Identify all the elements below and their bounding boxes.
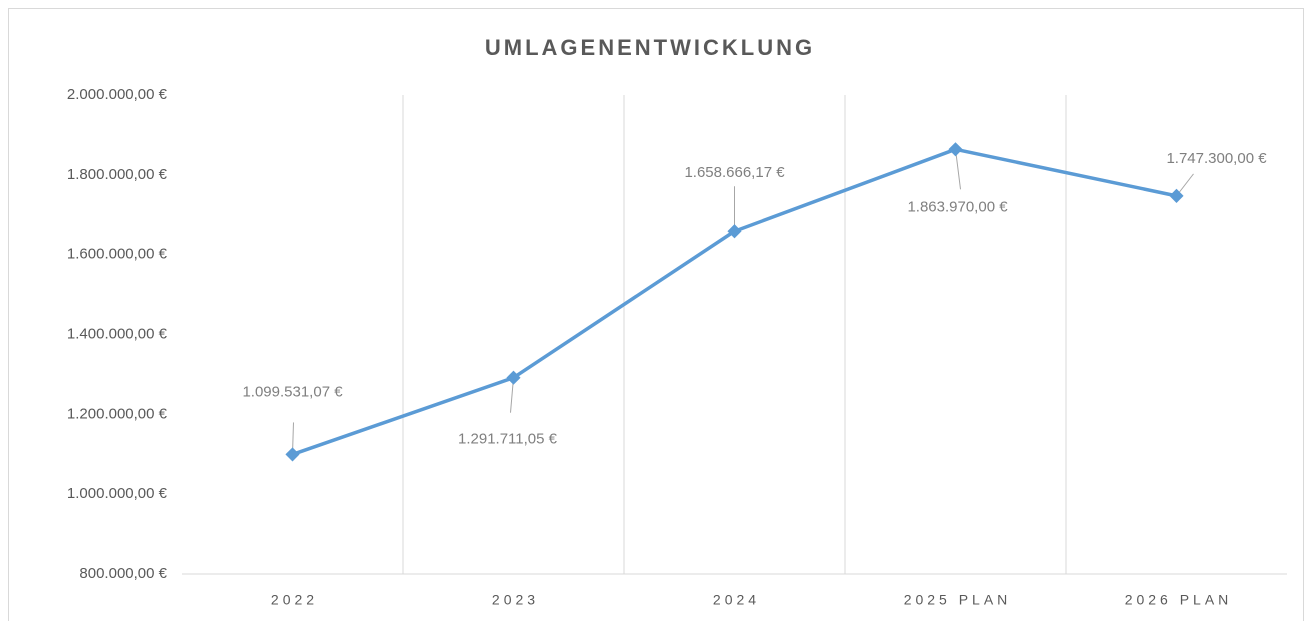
data-label: 1.099.531,07 €: [242, 383, 343, 400]
marker: [1169, 188, 1184, 203]
marker: [727, 224, 742, 239]
x-tick-label: 2022: [271, 592, 318, 608]
x-tick-label: 2025 PLAN: [904, 592, 1012, 608]
y-tick-label: 2.000.000,00 €: [67, 86, 168, 103]
marker: [506, 370, 521, 385]
data-label: 1.863.970,00 €: [907, 198, 1008, 215]
y-tick-label: 1.000.000,00 €: [67, 485, 168, 502]
x-tick-label: 2024: [713, 592, 760, 608]
y-tick-label: 1.400.000,00 €: [67, 325, 168, 342]
y-tick-label: 800.000,00 €: [79, 565, 167, 582]
x-tick-label: 2023: [492, 592, 539, 608]
leader-line: [955, 149, 961, 190]
data-label: 1.747.300,00 €: [1166, 150, 1267, 167]
data-label: 1.658.666,17 €: [684, 164, 785, 181]
y-tick-label: 1.200.000,00 €: [67, 405, 168, 422]
x-tick-label: 2026 PLAN: [1125, 592, 1233, 608]
marker: [948, 142, 963, 157]
chart-title: UMLAGENENTWICKLUNG: [485, 35, 815, 60]
y-tick-label: 1.600.000,00 €: [67, 246, 168, 263]
y-tick-label: 1.800.000,00 €: [67, 166, 168, 183]
data-label: 1.291.711,05 €: [458, 431, 558, 448]
marker: [285, 447, 300, 462]
chart-border: [8, 8, 1304, 621]
